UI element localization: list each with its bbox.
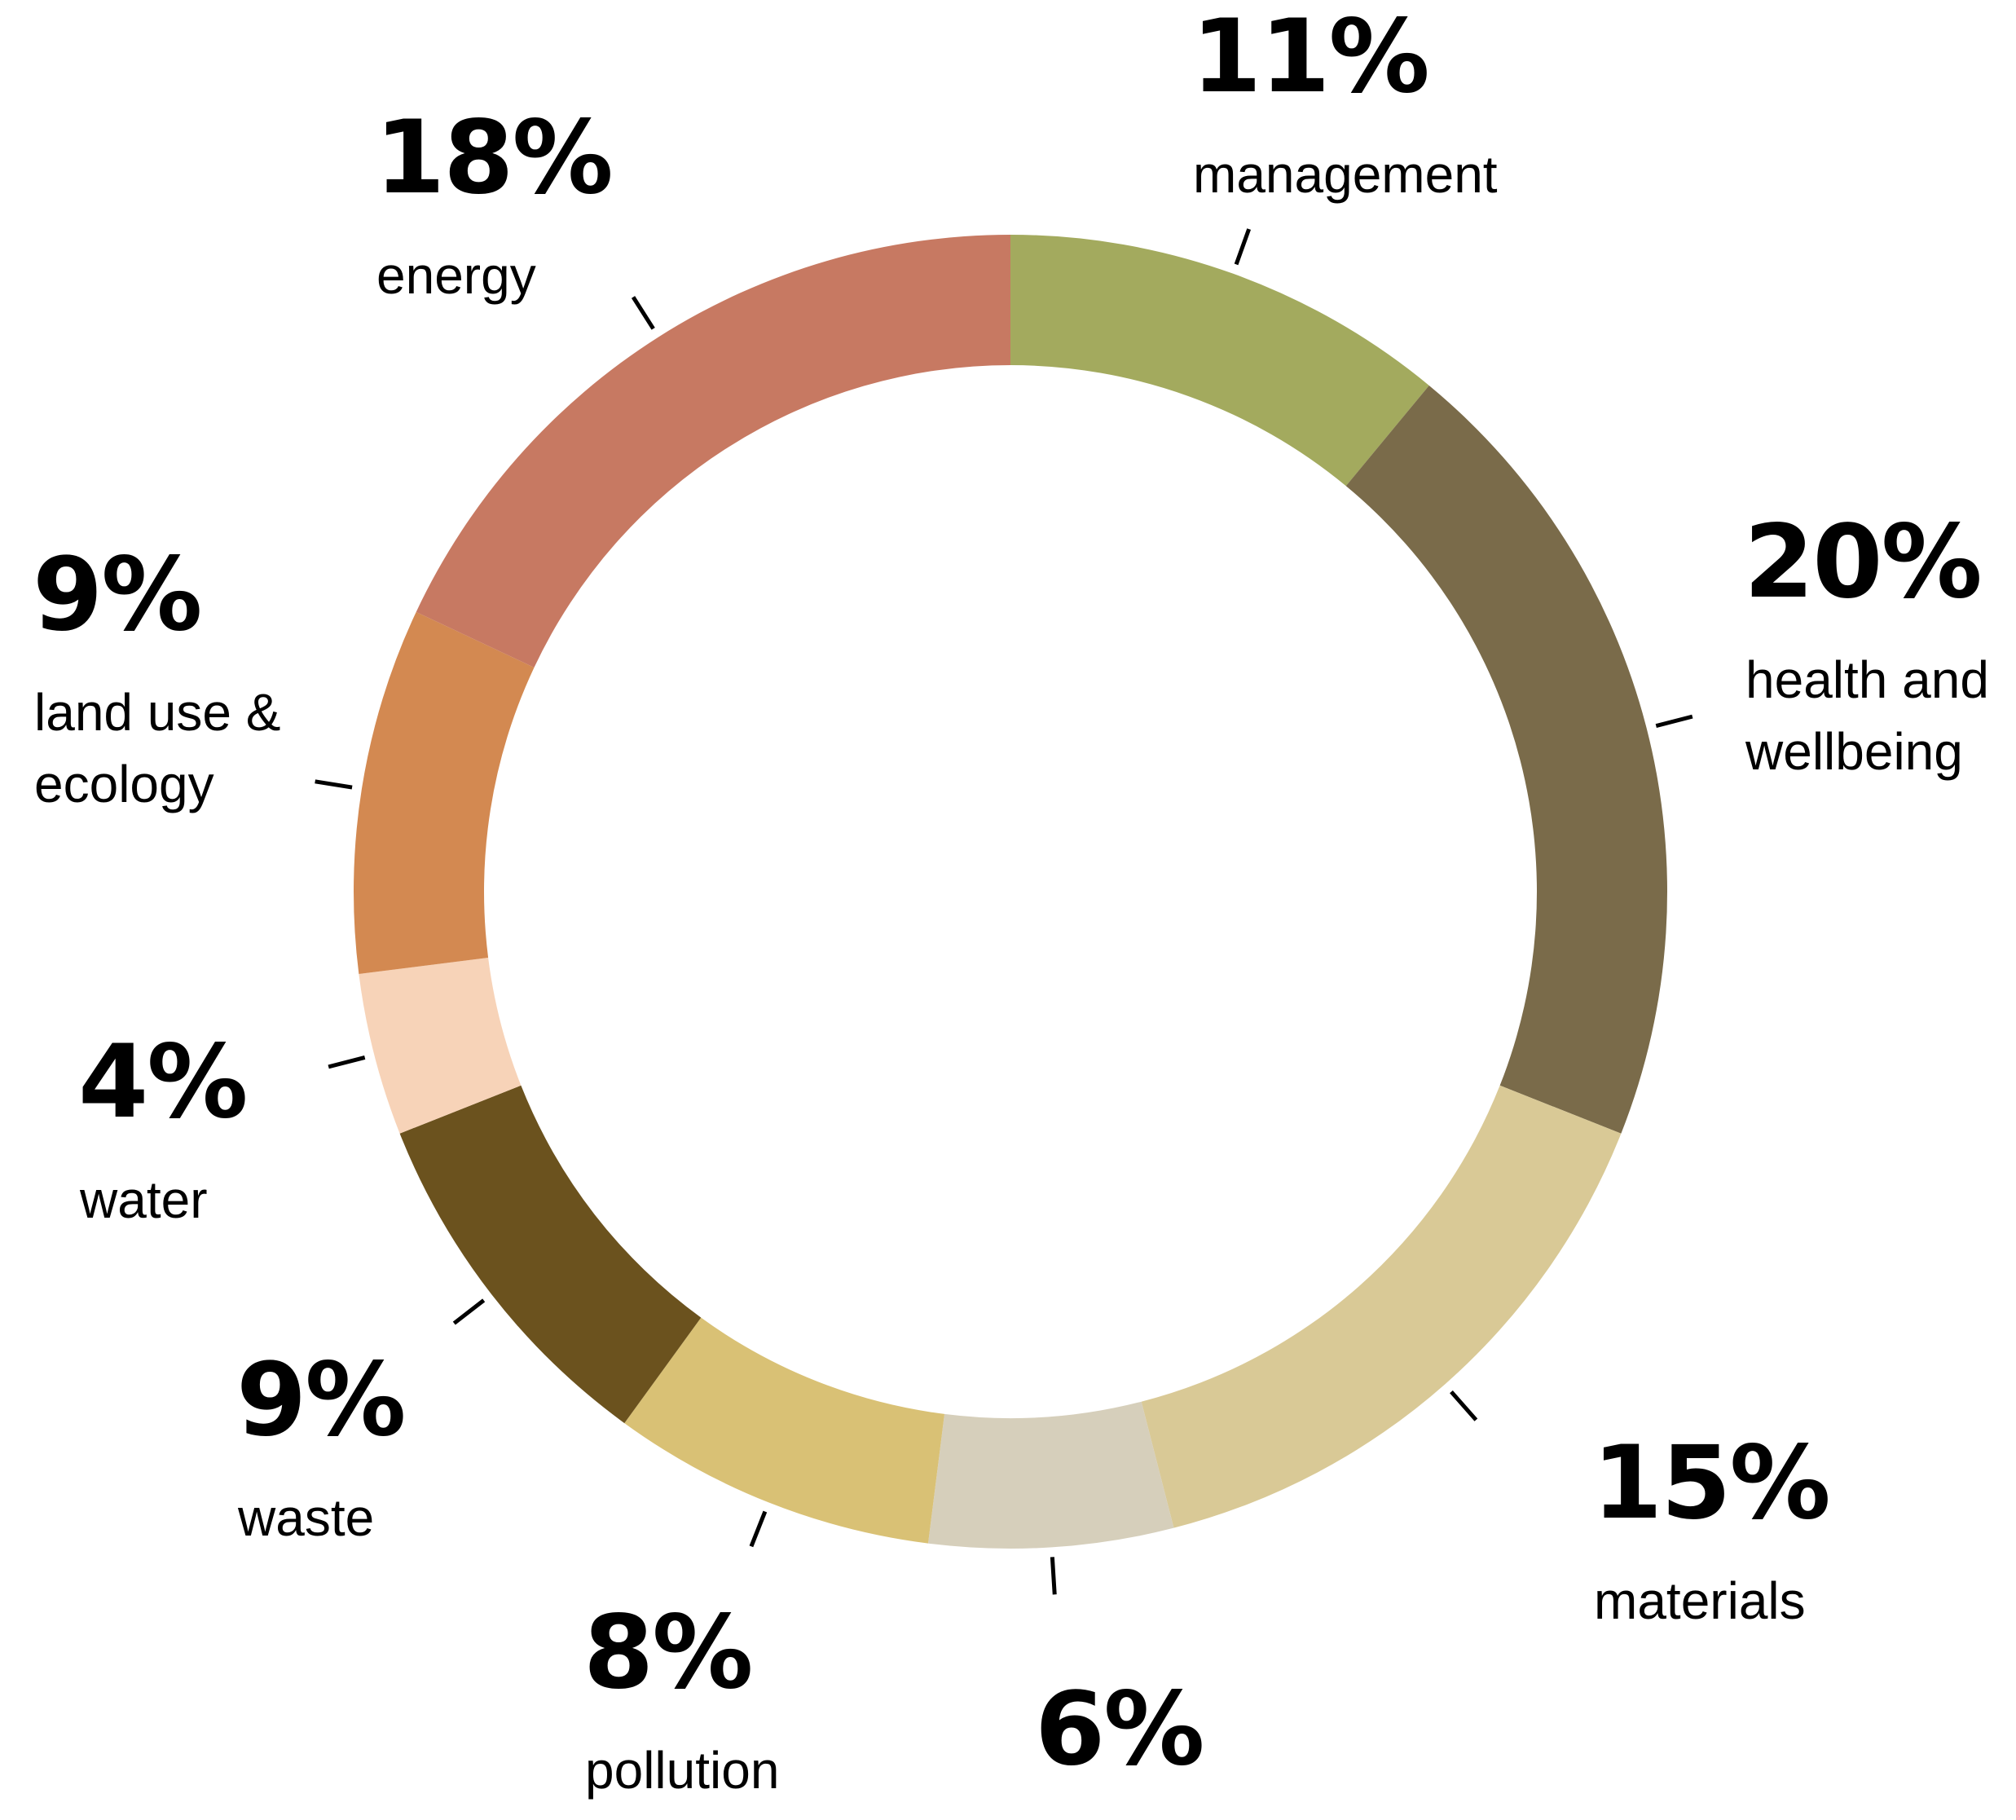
leader-line xyxy=(631,296,655,330)
slice-percent-label: 9% xyxy=(236,1342,405,1459)
leader-line xyxy=(315,779,353,790)
slice-percent-label: 20% xyxy=(1744,504,1981,621)
slice-category-label: land use & xyxy=(34,683,280,742)
slice-health-and-wellbeing xyxy=(1345,385,1667,1134)
slice-category-label: materials xyxy=(1594,1571,1806,1630)
slice-category-label: ecology xyxy=(34,755,214,813)
slice-category-label: management xyxy=(1193,145,1498,204)
slice-waste xyxy=(399,1085,702,1424)
slice-category-label: transport xyxy=(1037,1818,1243,1820)
slice-energy xyxy=(416,235,1011,668)
leader-line xyxy=(1655,714,1693,728)
slice-percent-label: 4% xyxy=(78,1024,247,1141)
slice-percent-label: 9% xyxy=(33,536,201,654)
leader-lines xyxy=(315,228,1693,1595)
slice-percent-label: 11% xyxy=(1191,0,1428,116)
slice-category-label: wellbeing xyxy=(1745,722,1963,781)
slice-category-label: waste xyxy=(237,1488,374,1547)
donut-slices xyxy=(353,235,1667,1549)
slice-category-label: energy xyxy=(376,246,536,305)
slice-category-label: health and xyxy=(1745,650,1989,709)
slice-category-label: pollution xyxy=(585,1741,779,1800)
slice-management xyxy=(1010,235,1429,487)
slice-percent-label: 15% xyxy=(1592,1425,1829,1542)
leader-line xyxy=(1234,228,1252,266)
slice-land-use-ecology xyxy=(353,611,535,975)
leader-line xyxy=(328,1055,366,1069)
slice-percent-label: 8% xyxy=(583,1594,752,1712)
slice-labels: 11% management 20% health and wellbeing 15% ma… xyxy=(33,0,1989,1820)
slice-water xyxy=(359,957,522,1134)
slice-transport xyxy=(927,1401,1174,1549)
slice-percent-label: 6% xyxy=(1035,1671,1204,1788)
leader-line xyxy=(1450,1390,1478,1421)
leader-line xyxy=(452,1298,486,1325)
slice-pollution xyxy=(624,1317,945,1544)
leader-line xyxy=(749,1510,768,1548)
slice-percent-label: 18% xyxy=(375,99,612,217)
slice-materials xyxy=(1141,1085,1622,1528)
slice-category-label: water xyxy=(79,1170,208,1229)
leader-line xyxy=(1050,1557,1057,1595)
